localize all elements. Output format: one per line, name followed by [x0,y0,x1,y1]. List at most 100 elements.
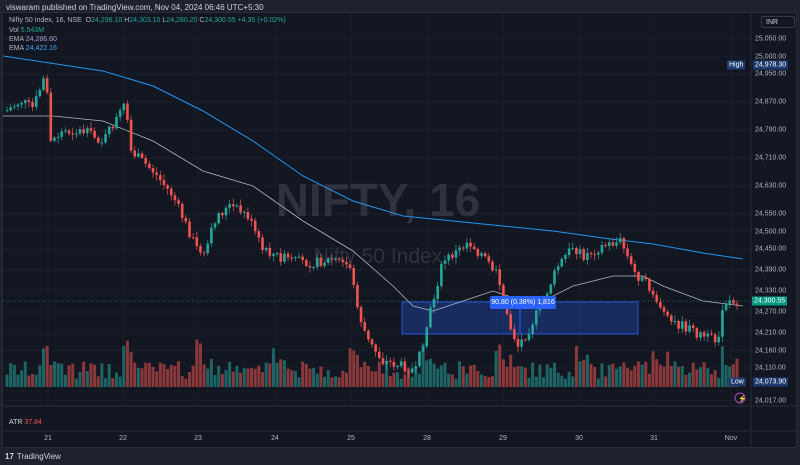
volume-bar [629,370,633,387]
volume-bar [618,366,622,387]
candle-body [334,258,337,260]
candle-body [228,204,231,208]
candle-body [461,247,465,249]
time-label: 25 [347,435,355,442]
volume-bar [465,373,469,387]
volume-bar [136,367,140,387]
volume-bar [582,359,586,387]
volume-bar [304,363,308,387]
volume-bar [403,374,407,387]
volume-bar [607,365,611,387]
ema1-label: EMA [9,36,24,43]
candle-body [326,258,330,263]
vol-label: Vol [9,27,19,34]
time-label: 24 [271,435,279,442]
candle-body [107,126,111,135]
volume-bar [257,365,261,387]
tradingview-brand[interactable]: 17 TradingView [5,452,61,461]
price-label: 24,017.00 [755,397,787,405]
volume-bar [359,367,363,387]
volume-bar [180,375,184,387]
price-chart[interactable]: ⚡ [3,13,798,449]
volume-bar [731,364,735,387]
time-label: 28 [423,435,431,442]
candle-body [465,242,469,249]
volume-bar [337,377,341,387]
candle-body [305,260,308,267]
candle-body [684,321,688,332]
volume-bar [436,368,440,387]
volume-bar [31,373,35,387]
ema2-value: 24,422.16 [25,45,57,52]
candle-body [502,284,505,302]
high-tag-value: 24,978.30 [753,60,789,70]
volume-bar [487,377,491,387]
candle-body [159,175,162,181]
volume-bar [501,359,505,387]
candle-body [38,90,42,97]
candle-body [272,253,275,256]
volume-bar [195,339,199,387]
volume-bar [589,364,593,387]
volume-bar [261,372,264,387]
volume-bar [677,366,681,387]
candle-body [86,128,89,134]
chart-frame[interactable]: ⚡ NIFTY, 16 Nifty 50 Index Nifty 50 Inde… [2,12,798,449]
volume-bar [82,361,86,387]
candle-body [275,253,279,255]
candle-body [666,311,669,316]
candle-body [191,237,195,239]
candle-body [122,103,126,111]
volume-bar [188,371,191,387]
volume-bar [728,366,732,387]
price-label: 24,790.00 [755,126,787,134]
candle-body [352,268,356,285]
volume-bar [133,362,137,387]
candle-body [264,247,268,251]
volume-bar [480,374,483,387]
volume-bar [107,364,111,387]
candle-body [494,269,498,271]
candle-body [432,298,436,308]
volume-bar [20,370,24,387]
candle-body [126,103,129,120]
candle-body [301,256,304,261]
candle-body [604,244,607,246]
candle-body [458,247,461,251]
candle-body [571,247,575,249]
volume-bar [115,372,118,387]
time-label: 30 [575,435,583,442]
volume-bar [691,362,695,387]
candle-body [724,303,728,311]
publisher-line: viswaram published on TradingView.com, N… [6,3,264,12]
high-tag-label: High [727,60,746,70]
candle-body [42,78,45,91]
volume-bar [735,358,739,387]
currency-button[interactable]: INR [761,16,795,28]
volume-bar [38,365,42,387]
price-label: 24,630.00 [755,182,787,190]
volume-bar [147,362,151,387]
volume-bar [231,371,235,387]
candle-body [691,325,695,329]
volume-bar [191,365,195,387]
candle-body [118,110,122,117]
candle-body [5,110,9,112]
volume-bar [392,372,396,387]
volume-bar [399,378,403,387]
candle-body [140,153,144,158]
ema-fast-line [3,115,744,312]
candle-body [399,361,403,366]
volume-bar [209,359,213,387]
volume-bar [12,364,16,387]
candle-body [78,129,82,134]
candle-body [527,333,531,340]
candle-body [246,212,250,219]
candle-body [199,246,202,253]
legend-volume: Vol 5.543M [9,27,44,34]
volume-bar [476,371,480,387]
candle-body [224,207,228,216]
candle-body [323,262,326,266]
volume-bar [166,369,170,387]
candle-body [498,269,502,285]
